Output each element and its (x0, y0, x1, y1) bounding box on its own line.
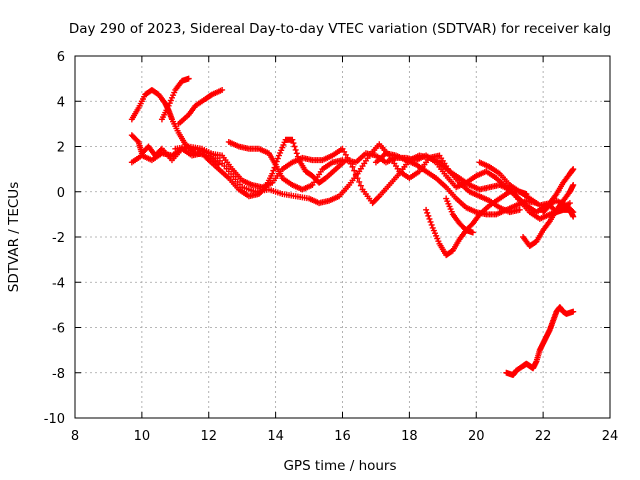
data-point-marker (570, 181, 577, 188)
x-tick-label: 22 (535, 429, 552, 444)
y-tick-label: 4 (57, 95, 65, 110)
data-point-marker (292, 146, 299, 153)
data-point-marker (291, 143, 298, 150)
data-point-marker (339, 145, 346, 152)
y-tick-label: -10 (44, 412, 65, 427)
chart-title: Day 290 of 2023, Sidereal Day-to-day VTE… (69, 21, 611, 37)
data-marks (128, 75, 577, 379)
y-axis-label: SDTVAR / TECUs (6, 182, 22, 292)
y-tick-label: -6 (52, 322, 65, 337)
x-axis-label: GPS time / hours (283, 458, 396, 474)
data-point-marker (344, 154, 351, 161)
x-tick-label: 8 (71, 429, 79, 444)
data-point-marker (351, 167, 358, 174)
plot-frame (74, 55, 611, 419)
data-point-marker (469, 229, 476, 236)
y-tick-label: -2 (52, 231, 65, 246)
x-tick-label: 12 (200, 429, 217, 444)
data-point-marker (428, 221, 435, 228)
data-point-marker (269, 170, 276, 177)
data-point-marker (134, 137, 141, 144)
data-point-marker (357, 182, 364, 189)
x-tick-label: 18 (401, 429, 418, 444)
data-point-marker (424, 209, 431, 216)
data-point-marker (423, 206, 430, 213)
data-point-marker (570, 166, 577, 173)
data-point-marker (342, 151, 349, 158)
data-point-marker (185, 75, 192, 82)
data-point-marker (219, 86, 226, 93)
y-tick-label: 6 (57, 50, 65, 65)
x-axis-ticks: 8 10 12 14 16 18 20 22 24 (71, 56, 618, 444)
data-point-marker (293, 150, 300, 157)
data-point-marker (426, 215, 433, 222)
series-track-k (476, 159, 577, 209)
series-track-g (225, 138, 346, 193)
data-point-marker (290, 140, 297, 147)
y-tick-label: 0 (57, 186, 65, 201)
data-point-marker (289, 136, 296, 143)
data-point-marker (356, 178, 363, 185)
data-point-marker (516, 206, 523, 213)
data-point-marker (347, 160, 354, 167)
x-tick-label: 20 (468, 429, 485, 444)
y-axis-ticks: 6 4 2 0 -2 -4 -6 -8 -10 (44, 50, 610, 427)
data-point-marker (339, 157, 346, 164)
x-tick-label: 14 (267, 429, 284, 444)
x-tick-label: 24 (602, 429, 619, 444)
y-tick-label: 2 (57, 141, 65, 156)
series-track-m (540, 202, 577, 220)
series-track-c (175, 86, 226, 127)
series-track-n (503, 304, 577, 379)
series-track-j (443, 195, 476, 236)
data-point-marker (375, 194, 382, 201)
data-point-marker (425, 212, 432, 219)
data-point-marker (427, 218, 434, 225)
x-tick-label: 10 (134, 429, 151, 444)
data-point-marker (270, 167, 277, 174)
series-track-b (158, 75, 192, 123)
data-point-marker (570, 308, 577, 315)
data-point-marker (346, 157, 353, 164)
x-tick-label: 16 (334, 429, 351, 444)
y-tick-label: -4 (52, 276, 65, 291)
y-tick-label: -8 (52, 367, 65, 382)
series-track-f (172, 141, 523, 216)
data-point-marker (349, 163, 356, 170)
data-point-marker (341, 148, 348, 155)
data-point-marker (570, 213, 577, 220)
series-track-d (128, 132, 577, 216)
data-point-marker (566, 200, 573, 207)
data-point-marker (274, 155, 281, 162)
